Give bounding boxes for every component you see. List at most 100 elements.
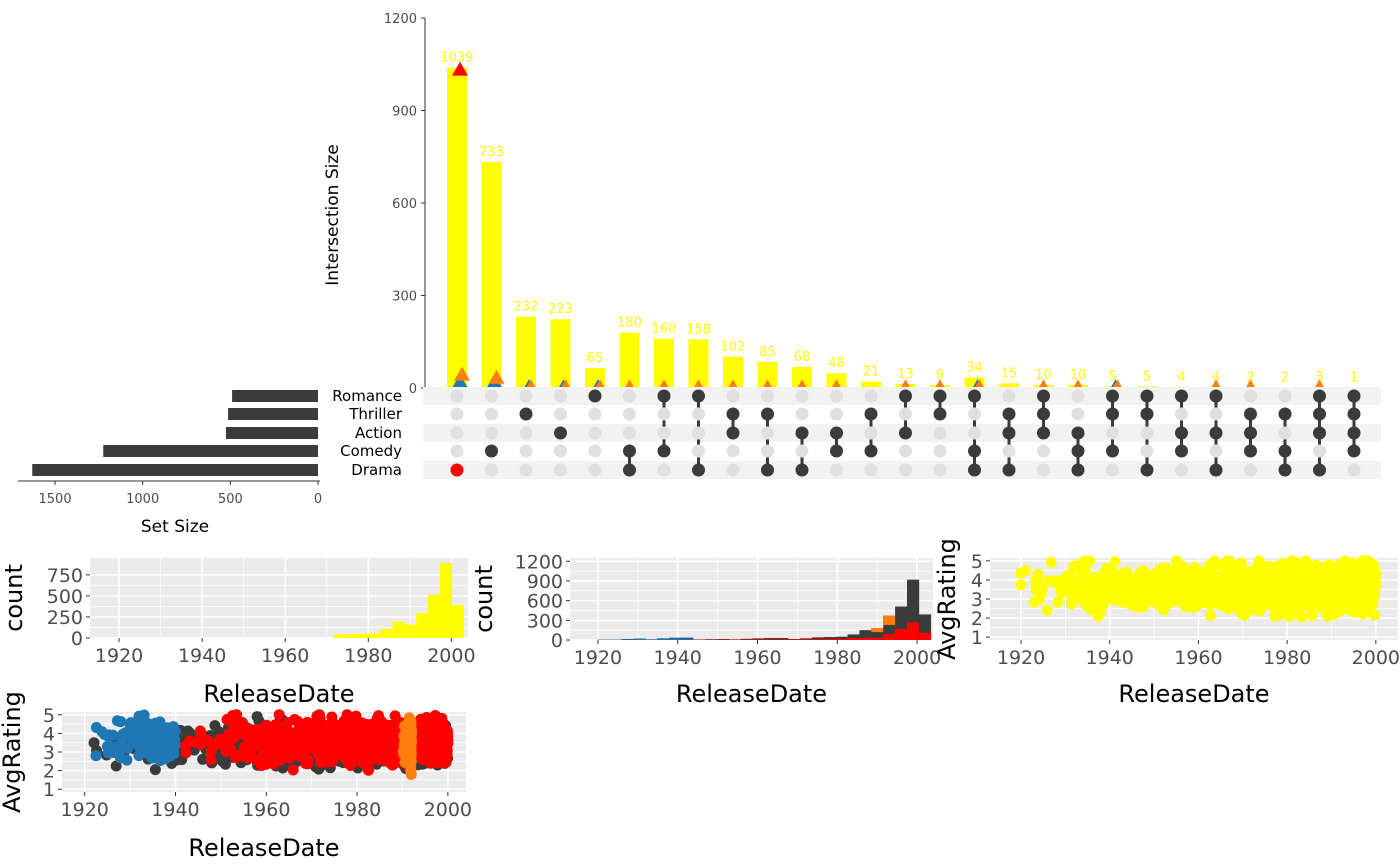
stacked-bar-drama [764, 639, 777, 640]
scatter-point [1189, 561, 1201, 573]
y-tick-label: 1 [971, 627, 983, 649]
matrix-dot-empty [1140, 426, 1154, 440]
matrix-dot-filled [1106, 444, 1119, 458]
y-tick-label: 750 [47, 565, 83, 587]
matrix-dot-filled [1209, 426, 1223, 440]
scatter-point [138, 709, 150, 721]
x-tick-label: 1920 [61, 799, 109, 821]
x-tick-label: 1000 [126, 492, 159, 507]
scatter-point [149, 717, 161, 729]
y-tick-label: 5 [43, 705, 55, 727]
histogram-bar [416, 613, 429, 638]
orange-query-marker [900, 379, 911, 388]
matrix-dot-empty [1209, 407, 1223, 421]
matrix-dot-empty [1313, 444, 1326, 458]
stacked-bar-blue [681, 638, 694, 640]
matrix-dot-filled [933, 407, 947, 421]
matrix-dot-empty [726, 444, 740, 458]
histogram-bar [404, 624, 417, 638]
histogram-bar [451, 605, 464, 638]
orange-query-marker [1314, 379, 1325, 388]
stacked-bar-drama [895, 628, 908, 640]
scatter-point [220, 737, 232, 749]
scatter-point [216, 755, 228, 767]
y-tick-label: 2 [971, 608, 983, 630]
x-tick-label: 1960 [242, 799, 290, 821]
scatter-point [111, 715, 123, 727]
matrix-dot-empty [588, 426, 602, 440]
x-tick-label: 500 [218, 492, 243, 507]
matrix-dot-empty [830, 389, 843, 403]
scatter-point [405, 738, 417, 750]
matrix-dot-filled [899, 389, 912, 403]
stacked-bar-blue [657, 638, 670, 640]
matrix-dot-filled [864, 407, 878, 421]
matrix-dot-filled [1347, 389, 1361, 403]
y-tick-label: 0 [71, 628, 83, 650]
x-tick-label: 1960 [1174, 647, 1222, 669]
intersection-bar [481, 161, 502, 388]
orange-query-marker [1245, 379, 1256, 388]
matrix-dot-filled [1209, 389, 1223, 403]
histogram-bar [368, 633, 382, 638]
scatter-point [1056, 587, 1068, 599]
matrix-dot-empty [1244, 463, 1257, 477]
x-tick-label: 2000 [427, 645, 475, 667]
matrix-dot-filled [1140, 389, 1154, 403]
scatter-point [1328, 573, 1340, 585]
scatter-point [433, 741, 445, 753]
scatter-point [1028, 596, 1040, 608]
matrix-dot-empty [657, 426, 671, 440]
scatter-point [1242, 567, 1254, 579]
orange-query-marker [624, 379, 635, 388]
scatter-point [1224, 591, 1236, 603]
matrix-dot-filled [1140, 463, 1154, 477]
scatter-point [1073, 564, 1085, 576]
scatter-point [273, 709, 285, 721]
matrix-dot-filled [657, 389, 671, 403]
bar-value-label: 232 [514, 299, 539, 314]
matrix-dot-filled [1071, 463, 1085, 477]
scatter-point [1325, 587, 1337, 599]
intersection-bar [792, 367, 812, 388]
x-axis-title: ReleaseDate [188, 834, 339, 862]
matrix-dot-filled [1347, 407, 1361, 421]
x-axis-title: ReleaseDate [203, 680, 354, 708]
matrix-dot-empty [1002, 389, 1016, 403]
matrix-dot-filled [1313, 407, 1326, 421]
scatter-point [346, 749, 358, 761]
scatter-point [287, 764, 299, 776]
stacked-bar-drama [776, 639, 789, 640]
scatter-point [1090, 577, 1102, 589]
matrix-dot-filled [623, 463, 636, 477]
y-tick-label: 300 [527, 610, 563, 632]
bar-value-label: 10 [1035, 368, 1052, 383]
intersection-bar [723, 356, 743, 388]
scatter-point [438, 749, 450, 761]
scatter-point [292, 716, 304, 728]
set-label: Drama [351, 461, 402, 479]
matrix-dot-empty [899, 444, 912, 458]
stacked-bar-drama [871, 637, 884, 640]
x-tick-label: 2000 [1352, 647, 1400, 669]
scatter-point [363, 748, 375, 760]
bar-value-label: 5 [1108, 369, 1116, 384]
scatter-point [108, 746, 120, 758]
matrix-dot-empty [1278, 426, 1292, 440]
matrix-dot-empty [1106, 426, 1119, 440]
matrix-dot-filled [1278, 407, 1292, 421]
x-tick-label: 2000 [893, 647, 941, 669]
scatter-point [282, 717, 294, 729]
bar-value-label: 223 [548, 302, 573, 317]
histogram-bar [333, 634, 346, 638]
scatter-point [306, 733, 318, 745]
x-tick-label: 1980 [344, 645, 392, 667]
stacked-bar-other [835, 636, 848, 640]
intersection-bar [999, 383, 1019, 388]
stacked-bar-other [752, 638, 765, 640]
scatter-point [168, 748, 180, 760]
intersection-bar [619, 332, 640, 388]
stacked-bar-drama [823, 638, 836, 640]
orange-query-marker [595, 379, 605, 388]
